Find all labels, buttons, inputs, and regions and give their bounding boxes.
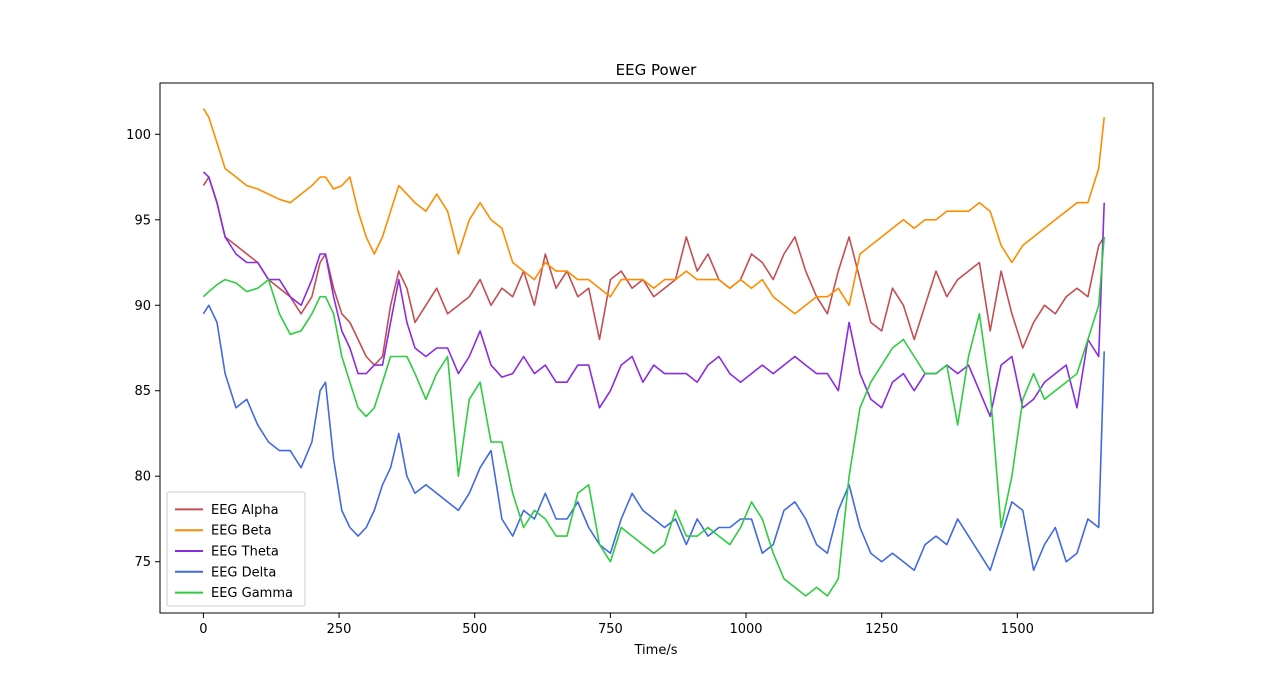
series-layer [202,108,1105,597]
y-axis: 75 80 85 90 95 100 [126,128,160,570]
legend-label-eeg-theta: EEG Theta [211,545,279,560]
y-tick-label: 80 [134,470,151,485]
series-line-eeg-alpha [202,176,1105,366]
x-axis-label: Time/s [634,643,678,658]
x-tick-label: 750 [598,622,623,637]
series-line-eeg-theta [202,171,1105,418]
x-axis: 0 250 500 750 1000 1250 1500 [199,613,1034,637]
y-tick-label: 95 [134,213,151,228]
x-tick-label: 1500 [1001,622,1034,637]
legend-label-eeg-delta: EEG Delta [211,565,276,580]
legend-label-eeg-gamma: EEG Gamma [211,586,293,601]
y-tick-label: 100 [126,128,151,143]
x-tick-label: 0 [199,622,207,637]
legend-label-eeg-alpha: EEG Alpha [211,503,279,518]
y-tick-label: 90 [134,299,151,314]
series-line-eeg-delta [202,304,1105,572]
legend-box [166,491,306,607]
legend-label-eeg-beta: EEG Beta [211,524,272,539]
x-tick-label: 500 [462,622,487,637]
chart-title: EEG Power [616,61,698,79]
y-tick-label: 75 [134,555,151,570]
legend: EEG Alpha EEG Beta EEG Theta EEG Delta EEG G… [166,491,306,607]
series-line-eeg-beta [202,108,1105,315]
y-tick-label: 85 [134,384,151,399]
x-tick-label: 1250 [865,622,898,637]
x-tick-label: 1000 [729,622,762,637]
plot-frame [159,82,1154,614]
x-tick-label: 250 [327,622,352,637]
series-line-eeg-gamma [202,236,1105,597]
